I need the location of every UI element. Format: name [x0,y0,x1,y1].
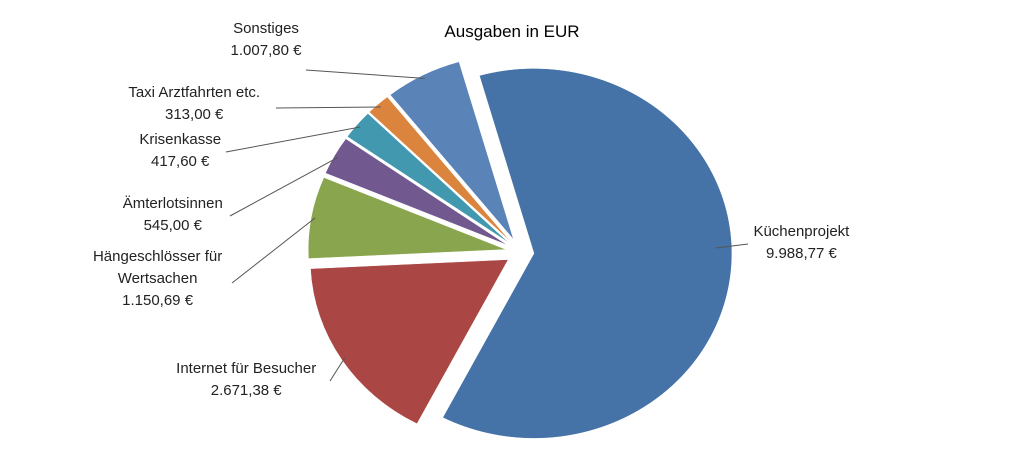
slice-value-5: 313,00 € [165,106,224,123]
slice-name-5: Taxi Arztfahrten etc. [128,84,260,101]
pie-slices [307,61,733,439]
leader-lines [225,69,749,382]
leader-line-5 [275,106,381,109]
slice-name-1: Internet für Besucher [176,360,316,377]
leader-line-0 [715,243,749,249]
slice-value-2: 1.150,69 € [122,292,194,309]
slice-label-3: Ämterlotsinnen 545,00 € [123,195,223,234]
pie-slice-4 [346,113,510,244]
slice-name-2: Hängeschlösser für [93,248,222,265]
slice-name-3: Ämterlotsinnen [123,195,223,212]
pie-slice-0 [442,68,733,439]
slice-label-0: Küchenprojekt 9.988,77 € [753,223,850,262]
pie-slice-3 [325,138,508,246]
slice-labels: Küchenprojekt 9.988,77 € Internet für Besu… [93,20,850,399]
slice-value-6: 1.007,80 € [231,42,303,59]
slice-label-1: Internet für Besucher 2.671,38 € [176,360,316,399]
slice-label-2: Hängeschlösser für Wertsachen 1.150,69 € [93,248,222,309]
slice-value-1: 2.671,38 € [211,382,283,399]
leader-line-6 [305,69,425,79]
slice-name-4: Krisenkasse [139,131,221,148]
slice-label-4: Krisenkasse 417,60 € [139,131,221,170]
slice-name-6: Sonstiges [233,20,299,37]
pie-slice-6 [389,61,514,240]
pie-slice-5 [368,96,511,242]
chart-title: Ausgaben in EUR [444,22,579,41]
slice-value-4: 417,60 € [151,153,210,170]
leader-line-1 [329,357,346,382]
pie-slice-1 [310,259,509,425]
slice-label-6: Sonstiges 1.007,80 € [231,20,303,59]
slice-value-0: 9.988,77 € [766,245,838,262]
leader-line-3 [229,156,339,217]
leader-line-4 [225,126,361,153]
slice-value-3: 545,00 € [144,217,203,234]
slice-name-0: Küchenprojekt [753,223,850,240]
slice-name-2: Wertsachen [118,270,198,287]
leader-line-2 [231,217,316,284]
slice-label-5: Taxi Arztfahrten etc. 313,00 € [128,84,260,123]
pie-slice-2 [307,177,507,259]
